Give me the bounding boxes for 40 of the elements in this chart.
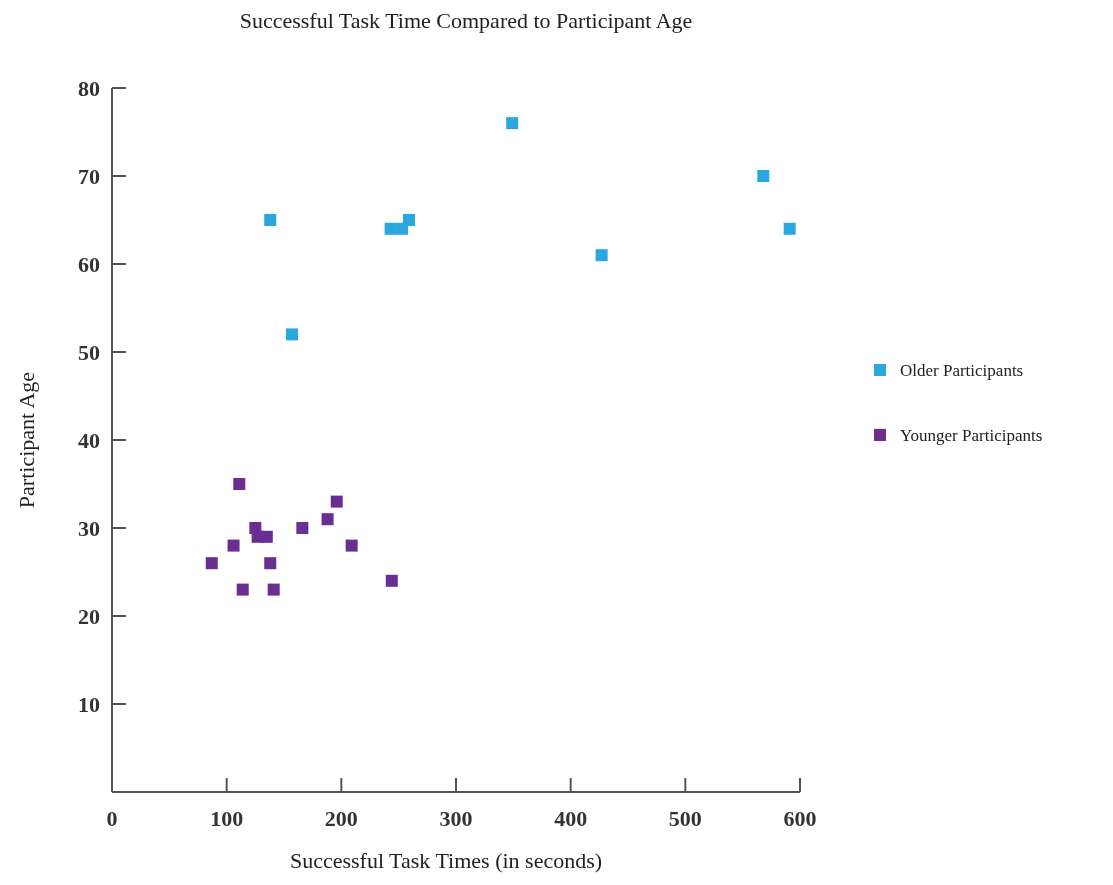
x-tick-label: 300 [439,806,473,831]
point [757,170,770,182]
y-tick-label: 40 [78,427,100,453]
point [233,478,246,490]
point [205,557,218,570]
point [385,574,398,587]
y-tick-label: 60 [78,251,100,277]
y-tick-label: 10 [78,691,100,717]
y-tick-label: 30 [78,515,100,541]
x-tick-label: 0 [106,806,118,831]
point [264,557,277,570]
x-tick-label: 500 [668,806,702,831]
point [595,249,608,262]
y-axis-title: Participant Age [14,371,39,509]
y-tick-label: 50 [78,339,100,365]
point [384,222,397,235]
point [264,214,277,226]
point [783,222,796,235]
point [402,214,415,226]
point [267,583,280,596]
point [286,328,299,341]
point [260,530,273,543]
x-tick-label: 600 [783,806,817,831]
chart-title: Successful Task Time Compared to Participant Age [239,8,693,33]
point [236,583,249,596]
x-tick-label: 100 [210,806,244,831]
legend-label: Older Participants [900,360,1024,380]
point [321,513,334,526]
point [296,522,309,534]
legend-label: Younger Participants [900,425,1043,445]
x-tick-label: 200 [324,806,358,831]
x-tick-label: 400 [554,806,588,831]
point [506,117,519,130]
y-tick-label: 20 [78,603,100,629]
y-tick-label: 70 [78,163,100,189]
point [227,539,240,552]
point [345,539,358,552]
point [330,495,343,508]
y-tick-label: 80 [78,75,100,101]
x-axis-title: Successful Task Times (in seconds) [289,848,603,873]
